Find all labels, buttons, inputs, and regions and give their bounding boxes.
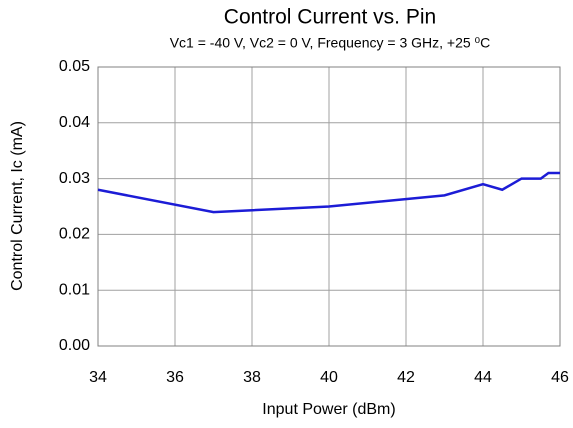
y-tick-label: 0.03	[59, 170, 90, 187]
chart-title: Control Current vs. Pin	[224, 6, 436, 29]
y-tick-label: 0.02	[59, 226, 90, 243]
x-tick-label: 46	[551, 369, 569, 386]
y-axis-label: Control Current, Ic (mA)	[9, 121, 26, 291]
x-axis-label: Input Power (dBm)	[262, 401, 395, 418]
y-tick-label: 0.01	[59, 281, 90, 298]
y-tick-label: 0.00	[59, 337, 90, 354]
x-tick-label: 34	[89, 369, 107, 386]
x-tick-label: 44	[474, 369, 492, 386]
plot-frame	[97, 66, 561, 347]
x-tick-label: 36	[166, 369, 184, 386]
x-tick-label: 40	[320, 369, 338, 386]
data-line	[97, 171, 560, 214]
x-tick-label: 42	[397, 369, 415, 386]
y-tick-label: 0.05	[59, 58, 90, 75]
y-tick-label: 0.04	[59, 114, 90, 131]
x-tick-label: 38	[243, 369, 261, 386]
chart-subtitle: Vc1 = -40 V, Vc2 = 0 V, Frequency = 3 GH…	[170, 35, 491, 51]
